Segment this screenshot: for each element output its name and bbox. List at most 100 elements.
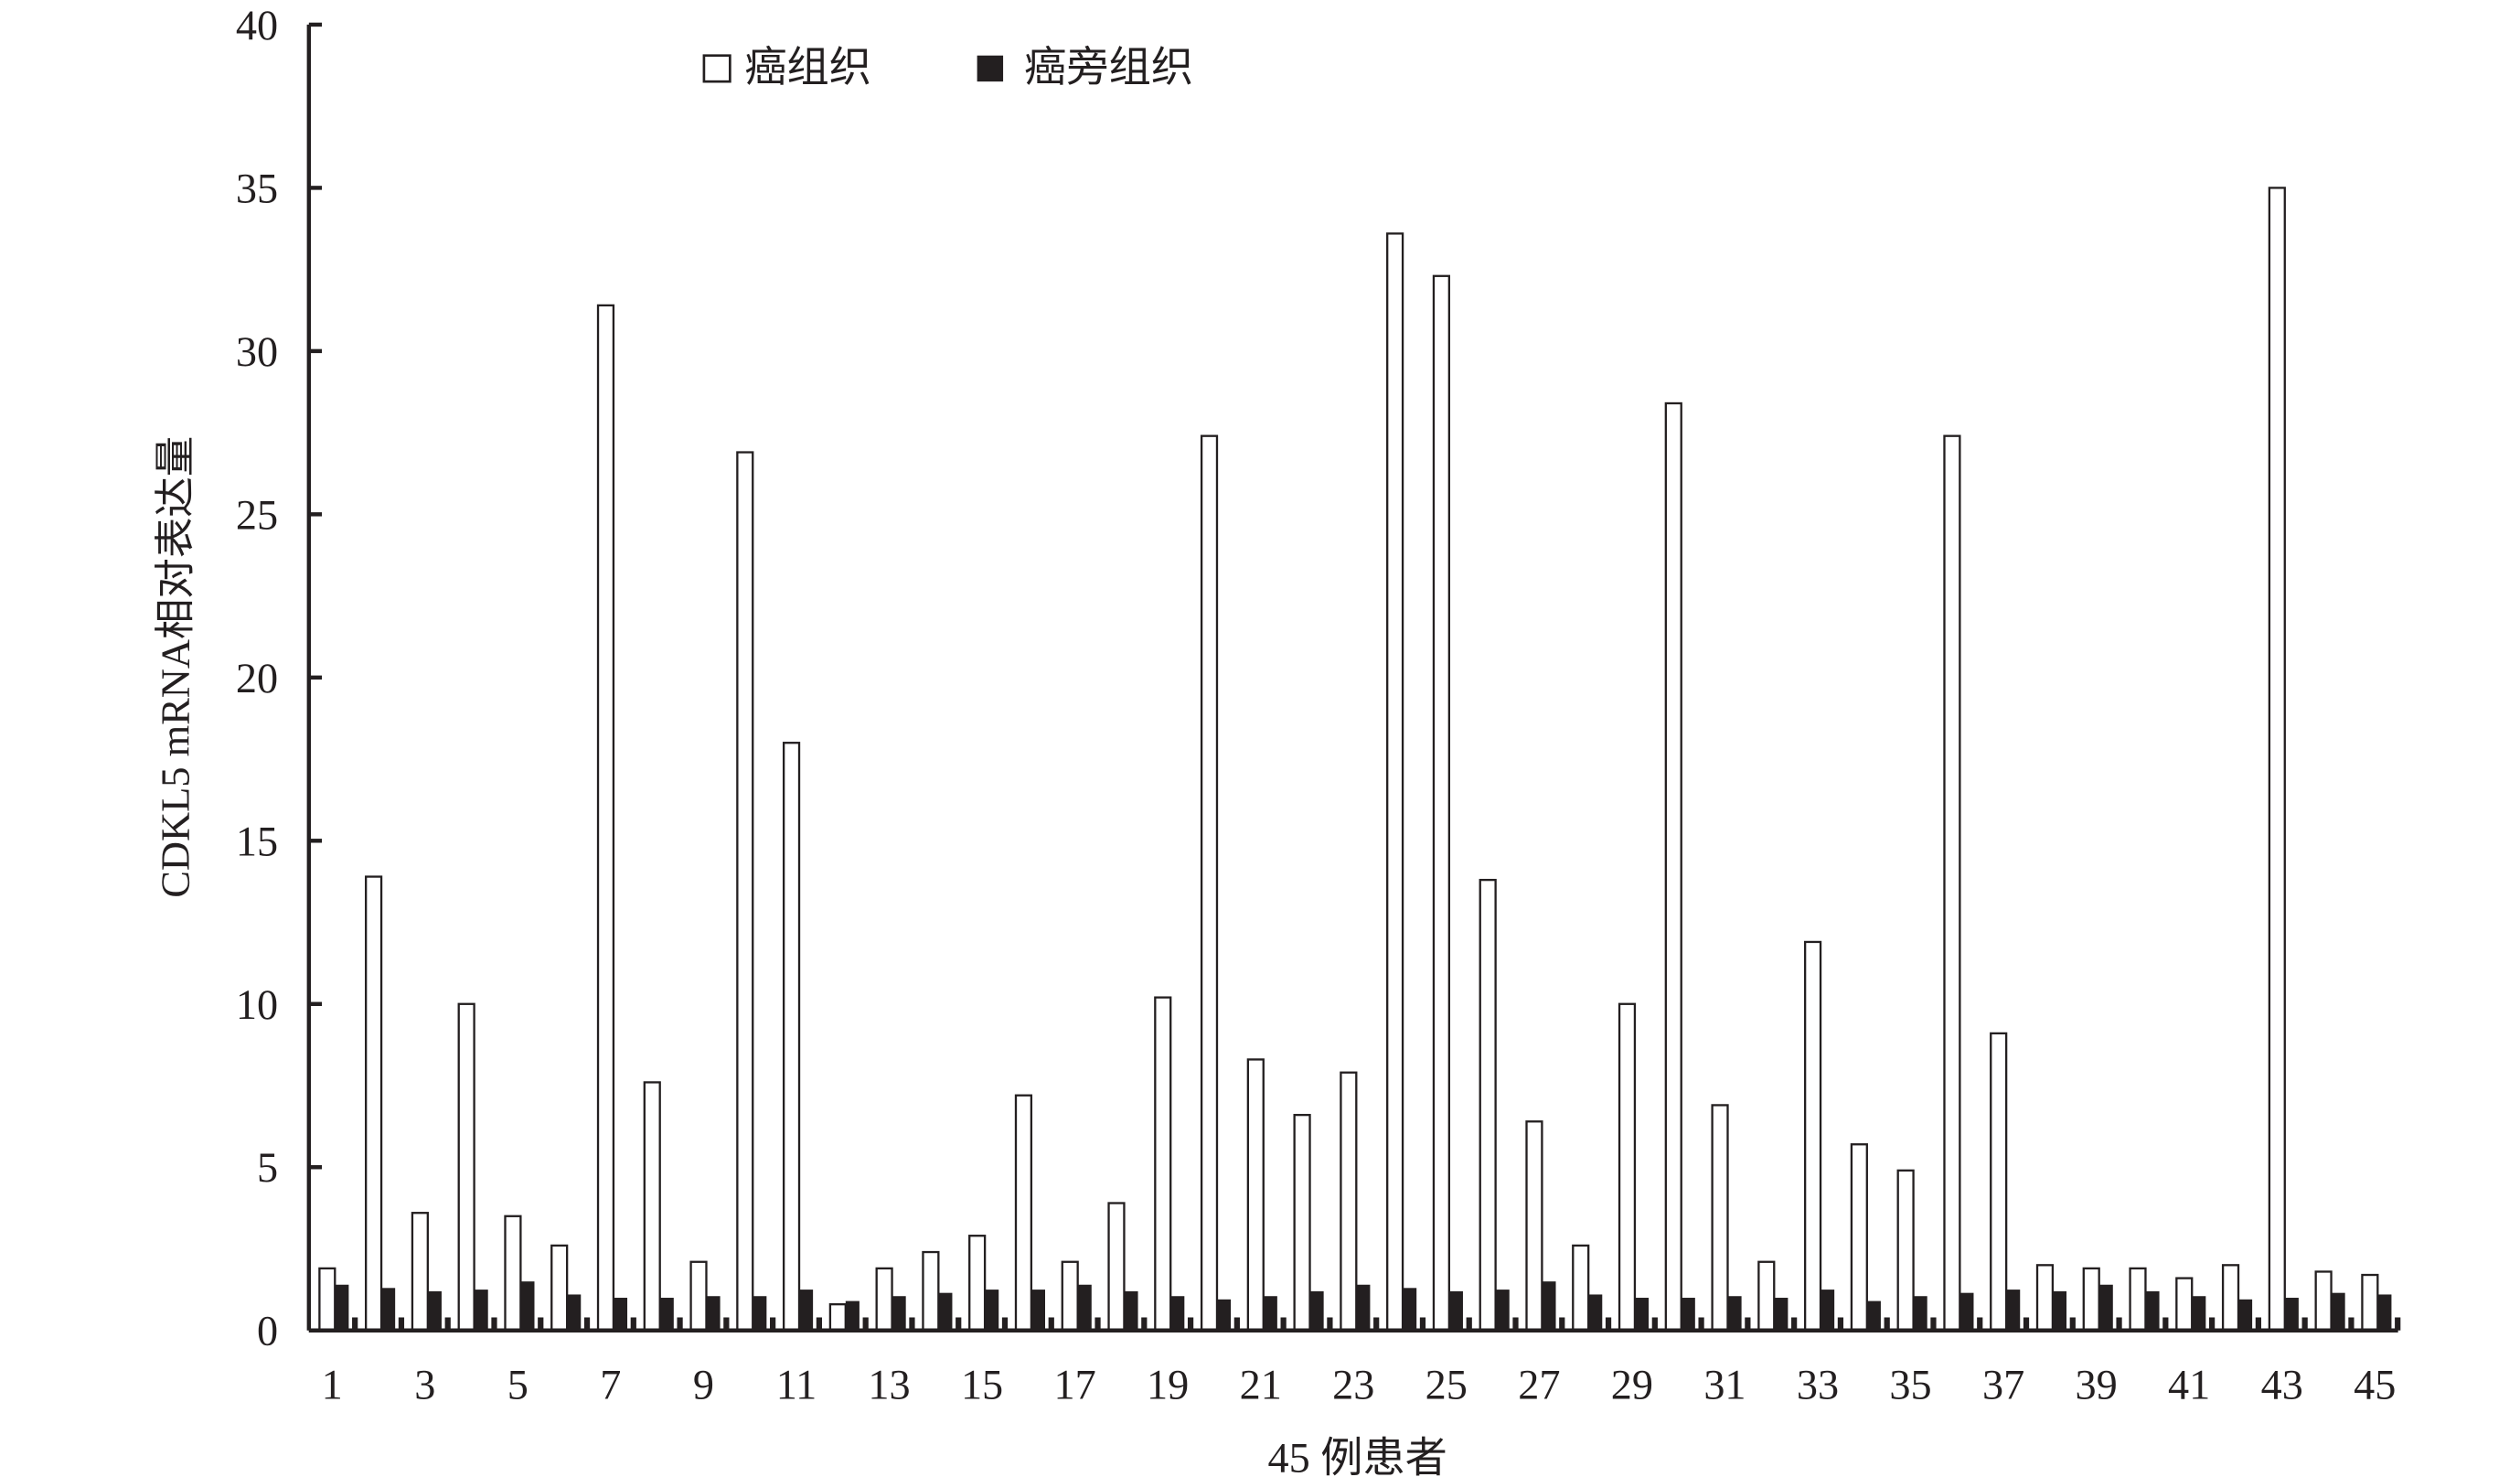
bar-tumor-30 bbox=[1664, 401, 1682, 1332]
x-tick-label: 9 bbox=[693, 1361, 714, 1407]
bar-tumor-34 bbox=[1850, 1143, 1868, 1332]
bar-tumor-35 bbox=[1896, 1169, 1915, 1332]
x-tick-mark bbox=[1651, 1317, 1658, 1331]
x-tick-mark bbox=[2301, 1317, 2308, 1331]
bar-tumor-11 bbox=[782, 742, 801, 1332]
bar-tumor-41 bbox=[2175, 1277, 2194, 1332]
bar-adjacent-5 bbox=[520, 1281, 535, 1331]
bar-adjacent-1 bbox=[335, 1284, 349, 1331]
bar-adjacent-39 bbox=[2098, 1284, 2113, 1331]
bar-adjacent-44 bbox=[2331, 1292, 2345, 1331]
x-tick-mark bbox=[770, 1317, 776, 1331]
chart-marks bbox=[318, 187, 2392, 1332]
x-tick-mark bbox=[2348, 1317, 2354, 1331]
bar-tumor-13 bbox=[875, 1267, 893, 1332]
x-tick-label: 21 bbox=[1240, 1361, 1282, 1407]
bar-adjacent-22 bbox=[1309, 1290, 1324, 1331]
x-tick-mark bbox=[2162, 1317, 2169, 1331]
bar-adjacent-6 bbox=[567, 1294, 582, 1331]
x-tick-mark bbox=[1048, 1317, 1054, 1331]
bar-adjacent-7 bbox=[613, 1298, 628, 1331]
bar-tumor-21 bbox=[1246, 1058, 1265, 1332]
bar-tumor-40 bbox=[2129, 1267, 2147, 1332]
bar-tumor-16 bbox=[1014, 1094, 1033, 1332]
x-tick-label: 19 bbox=[1147, 1361, 1189, 1407]
bar-tumor-33 bbox=[1803, 940, 1822, 1332]
bar-adjacent-16 bbox=[1030, 1290, 1045, 1331]
x-tick-mark bbox=[1373, 1317, 1380, 1331]
x-tick-mark bbox=[723, 1317, 730, 1331]
y-tick-label: 40 bbox=[236, 2, 278, 48]
bar-tumor-22 bbox=[1293, 1113, 1311, 1332]
bar-tumor-19 bbox=[1154, 996, 1172, 1332]
bar-adjacent-24 bbox=[1403, 1288, 1417, 1331]
legend: 癌组织 癌旁组织 bbox=[702, 44, 1193, 91]
bar-adjacent-14 bbox=[938, 1292, 953, 1331]
x-tick-mark bbox=[538, 1317, 544, 1331]
bar-adjacent-38 bbox=[2052, 1290, 2067, 1331]
bar-adjacent-23 bbox=[1356, 1284, 1371, 1331]
x-tick-mark bbox=[491, 1317, 497, 1331]
x-tick-mark bbox=[1466, 1317, 1472, 1331]
bar-tumor-36 bbox=[1943, 434, 1961, 1332]
x-tick-label: 45 bbox=[2354, 1361, 2396, 1407]
bar-adjacent-25 bbox=[1448, 1290, 1463, 1331]
x-tick-label: 5 bbox=[507, 1361, 529, 1407]
x-tick-mark bbox=[583, 1317, 591, 1331]
legend-label-tumor: 癌组织 bbox=[744, 44, 871, 91]
bar-tumor-4 bbox=[457, 1002, 475, 1332]
x-tick-mark bbox=[1419, 1317, 1426, 1331]
bar-adjacent-15 bbox=[985, 1290, 999, 1331]
bar-tumor-44 bbox=[2314, 1270, 2333, 1332]
legend-label-adjacent: 癌旁组织 bbox=[1024, 44, 1193, 91]
bar-adjacent-36 bbox=[1959, 1292, 1974, 1331]
bar-tumor-6 bbox=[550, 1244, 569, 1332]
bar-tumor-3 bbox=[411, 1212, 429, 1332]
x-tick-mark bbox=[1233, 1317, 1240, 1331]
bar-tumor-42 bbox=[2221, 1264, 2240, 1332]
x-tick-mark bbox=[1001, 1317, 1009, 1331]
bar-adjacent-37 bbox=[2006, 1290, 2021, 1331]
x-tick-mark bbox=[1280, 1317, 1287, 1331]
x-tick-mark bbox=[1605, 1317, 1612, 1331]
y-axis-label: CDKL5 mRNA相对表达量 bbox=[152, 436, 198, 898]
y-tick-label: 30 bbox=[236, 328, 278, 375]
x-tick-mark bbox=[2023, 1317, 2030, 1331]
bar-adjacent-4 bbox=[474, 1290, 488, 1331]
x-tick-mark bbox=[1141, 1317, 1148, 1331]
x-tick-mark bbox=[1559, 1317, 1565, 1331]
bar-adjacent-9 bbox=[706, 1296, 721, 1331]
bar-tumor-24 bbox=[1386, 232, 1404, 1332]
x-tick-mark bbox=[630, 1317, 636, 1331]
x-tick-label: 11 bbox=[776, 1361, 817, 1407]
bar-tumor-29 bbox=[1618, 1002, 1637, 1332]
bar-tumor-43 bbox=[2268, 187, 2286, 1332]
bar-adjacent-26 bbox=[1495, 1290, 1510, 1331]
bar-adjacent-35 bbox=[1913, 1296, 1927, 1331]
x-tick-mark bbox=[1187, 1317, 1194, 1331]
bar-adjacent-42 bbox=[2237, 1299, 2253, 1331]
bar-adjacent-29 bbox=[1634, 1298, 1650, 1331]
y-tick-label: 35 bbox=[236, 165, 278, 211]
bar-adjacent-43 bbox=[2284, 1298, 2299, 1331]
y-tick-label: 15 bbox=[236, 818, 278, 864]
bar-tumor-25 bbox=[1432, 274, 1451, 1332]
bar-tumor-15 bbox=[968, 1235, 987, 1332]
x-tick-mark bbox=[816, 1317, 823, 1331]
bar-tumor-17 bbox=[1061, 1260, 1079, 1332]
bar-adjacent-8 bbox=[659, 1298, 674, 1331]
x-tick-label: 23 bbox=[1332, 1361, 1374, 1407]
x-tick-label: 17 bbox=[1053, 1361, 1095, 1407]
bar-adjacent-12 bbox=[845, 1300, 860, 1331]
bar-adjacent-41 bbox=[2192, 1296, 2206, 1331]
bar-tumor-38 bbox=[2035, 1264, 2055, 1332]
bar-adjacent-40 bbox=[2145, 1290, 2160, 1331]
bar-adjacent-21 bbox=[1263, 1296, 1277, 1331]
x-tick-label: 1 bbox=[322, 1361, 343, 1407]
x-tick-mark bbox=[2395, 1317, 2401, 1331]
bar-tumor-26 bbox=[1479, 878, 1497, 1332]
legend-swatch-tumor bbox=[702, 54, 731, 83]
bar-tumor-31 bbox=[1711, 1104, 1729, 1332]
x-tick-mark bbox=[1977, 1317, 1983, 1331]
